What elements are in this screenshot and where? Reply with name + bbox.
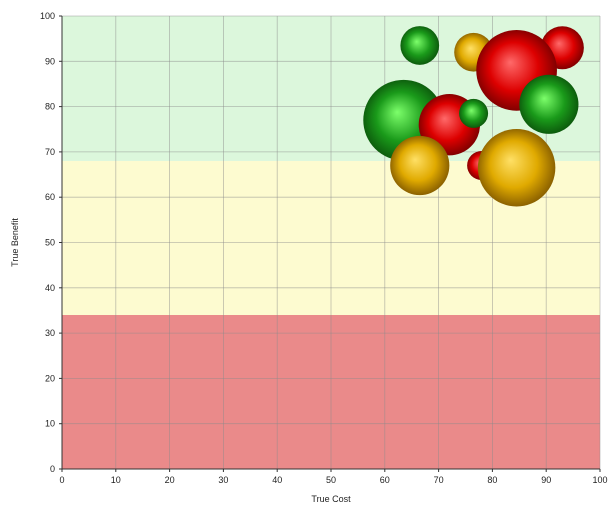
y-tick-label: 90 xyxy=(45,56,55,66)
y-tick-label: 20 xyxy=(45,373,55,383)
x-tick-label: 40 xyxy=(272,475,282,485)
x-tick-label: 90 xyxy=(541,475,551,485)
y-tick-label: 100 xyxy=(40,11,55,21)
y-tick-label: 40 xyxy=(45,283,55,293)
x-tick-label: 20 xyxy=(165,475,175,485)
x-tick-label: 80 xyxy=(487,475,497,485)
x-tick-label: 100 xyxy=(592,475,607,485)
y-tick-label: 60 xyxy=(45,192,55,202)
bubble-green[interactable] xyxy=(519,74,579,134)
y-tick-labels: 0 10 20 30 40 50 60 70 80 90 100 xyxy=(40,11,62,474)
bubble-yellow[interactable] xyxy=(477,129,556,207)
x-axis-title: True Cost xyxy=(311,494,351,504)
y-tick-label: 0 xyxy=(50,464,55,474)
bubble-green[interactable] xyxy=(400,26,440,65)
y-tick-label: 10 xyxy=(45,419,55,429)
x-tick-label: 70 xyxy=(434,475,444,485)
bubble-green[interactable] xyxy=(459,98,489,128)
x-tick-labels: 0 10 20 30 40 50 60 70 80 90 100 xyxy=(59,469,608,485)
y-tick-label: 80 xyxy=(45,102,55,112)
x-tick-label: 50 xyxy=(326,475,336,485)
y-axis-title: True Benefit xyxy=(10,218,20,267)
x-tick-label: 60 xyxy=(380,475,390,485)
x-tick-label: 30 xyxy=(218,475,228,485)
x-tick-label: 10 xyxy=(111,475,121,485)
y-tick-label: 30 xyxy=(45,328,55,338)
x-tick-label: 0 xyxy=(59,475,64,485)
y-tick-label: 50 xyxy=(45,238,55,248)
y-tick-label: 70 xyxy=(45,147,55,157)
bubble-series xyxy=(363,26,584,207)
bubble-yellow[interactable] xyxy=(390,135,450,196)
